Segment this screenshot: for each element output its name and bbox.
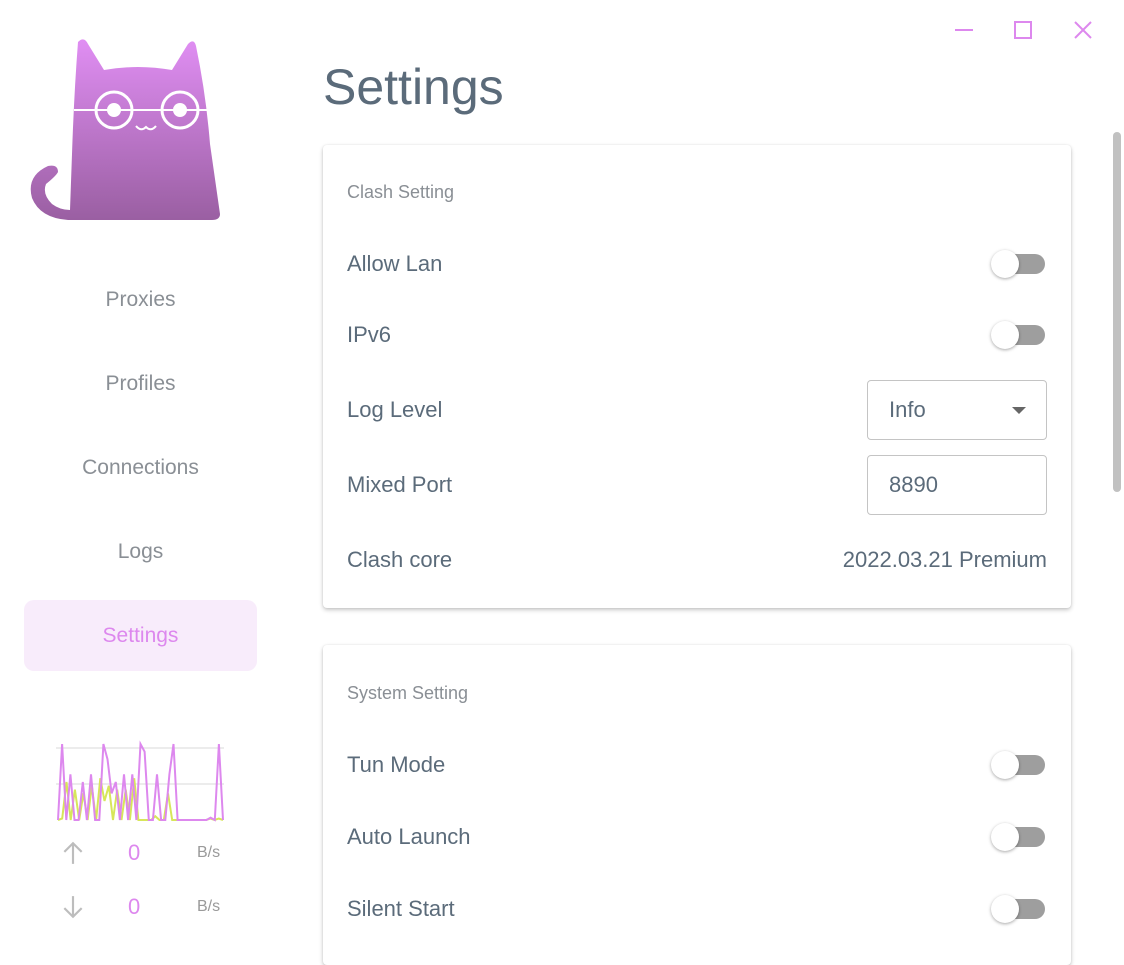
setting-label: IPv6 (347, 322, 392, 347)
setting-label: Log Level (347, 397, 443, 422)
setting-row-log-level: Log Level Info (347, 380, 1047, 440)
traffic-graph (56, 740, 224, 822)
setting-label: Silent Start (347, 896, 455, 921)
scrollbar[interactable] (1113, 132, 1121, 492)
arrow-up-icon (63, 841, 83, 864)
setting-label: Clash core (347, 547, 453, 572)
download-speed: 0 B/s (60, 894, 230, 924)
upload-speed: 0 B/s (60, 840, 230, 870)
setting-label: Tun Mode (347, 752, 446, 777)
upload-value: 0 (128, 840, 141, 865)
setting-row-clash-core: Clash core 2022.03.21 Premium (347, 540, 1047, 580)
setting-row-allow-lan: Allow Lan (347, 244, 1047, 284)
download-unit: B/s (197, 898, 221, 915)
setting-row-mixed-port: Mixed Port 8890 (347, 455, 1047, 515)
card-title: Clash Setting (347, 182, 455, 202)
nav-label: Connections (82, 455, 199, 479)
log-level-select[interactable]: Info (867, 380, 1047, 440)
setting-row-ipv6: IPv6 (347, 315, 1047, 355)
nav-label: Logs (117, 539, 164, 563)
chevron-down-icon (1012, 407, 1026, 414)
maximize-icon[interactable] (1011, 18, 1035, 42)
nav-label: Settings (102, 623, 179, 647)
tun-mode-toggle[interactable] (991, 751, 1047, 779)
setting-label: Mixed Port (347, 472, 453, 497)
card-title: System Setting (347, 683, 469, 703)
arrow-down-icon (63, 896, 83, 919)
page-title: Settings (323, 59, 504, 115)
mixed-port-input[interactable]: 8890 (867, 455, 1047, 515)
setting-label: Auto Launch (347, 824, 471, 849)
cat-logo (30, 39, 220, 220)
setting-row-silent-start: Silent Start (347, 889, 1047, 929)
sidebar: Proxies Profiles Connections Logs Settin… (0, 0, 280, 937)
nav-label: Profiles (105, 371, 176, 395)
setting-row-auto-launch: Auto Launch (347, 817, 1047, 857)
setting-row-tun-mode: Tun Mode (347, 745, 1047, 785)
silent-start-toggle[interactable] (991, 895, 1047, 923)
clash-core-version: 2022.03.21 Premium (842, 547, 1047, 572)
nav-item-proxies[interactable]: Proxies (24, 264, 257, 335)
nav-item-settings[interactable]: Settings (24, 600, 257, 671)
allow-lan-toggle[interactable] (991, 250, 1047, 278)
nav-item-connections[interactable]: Connections (24, 432, 257, 503)
select-value: Info (889, 397, 926, 422)
nav-label: Proxies (105, 287, 176, 311)
close-icon[interactable] (1071, 18, 1095, 42)
auto-launch-toggle[interactable] (991, 823, 1047, 851)
upload-unit: B/s (197, 844, 221, 861)
setting-label: Allow Lan (347, 251, 443, 276)
system-setting-card: System Setting Tun Mode Auto Launch Sile… (323, 645, 1071, 965)
clash-setting-card: Clash Setting Allow Lan IPv6 Log Level I… (323, 145, 1071, 608)
nav-item-logs[interactable]: Logs (24, 516, 257, 587)
download-value: 0 (128, 894, 141, 919)
minimize-icon[interactable] (952, 18, 976, 42)
ipv6-toggle[interactable] (991, 321, 1047, 349)
input-value: 8890 (889, 472, 938, 497)
nav-item-profiles[interactable]: Profiles (24, 348, 257, 419)
download-series-line (57, 740, 224, 822)
